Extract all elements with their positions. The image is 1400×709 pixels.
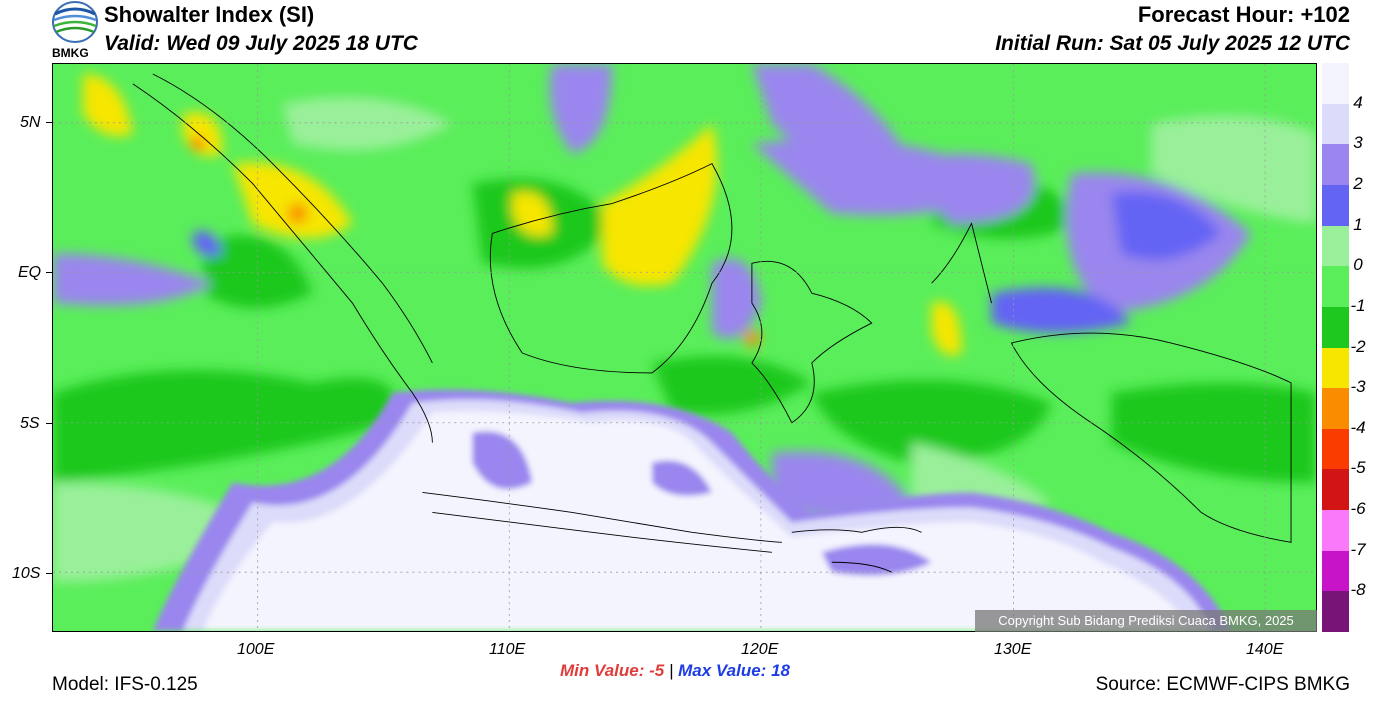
colorbar-swatch <box>1322 184 1349 227</box>
lat-label-eq: EQ <box>18 264 42 281</box>
sulawesi-coast <box>751 260 873 424</box>
colorbar-label: 4 <box>1353 92 1363 112</box>
source-label: Source: ECMWF-CIPS BMKG <box>1095 674 1350 695</box>
lat-label-5s: 5S <box>20 415 40 432</box>
colorbar-label: -3 <box>1350 377 1366 397</box>
colorbar-swatch <box>1322 510 1349 552</box>
grid-lines <box>53 64 1316 631</box>
colorbar-label: 1 <box>1353 214 1363 234</box>
valid-time: Valid: Wed 09 July 2025 18 UTC <box>104 32 418 55</box>
java-coast <box>422 492 782 543</box>
initial-run: Initial Run: Sat 05 July 2025 12 UTC <box>995 32 1350 55</box>
lat-tick <box>46 122 52 123</box>
colorbar-swatch <box>1322 144 1349 186</box>
bmkg-logo-icon <box>52 1 98 43</box>
lon-label-100e: 100E <box>237 641 275 658</box>
colorbar-swatch <box>1322 428 1349 470</box>
borneo-coast <box>489 163 733 374</box>
colorbar-swatch <box>1322 469 1349 511</box>
papua-coast <box>1010 332 1292 543</box>
colorbar-label: -4 <box>1350 417 1366 437</box>
colorbar-swatch <box>1322 225 1349 267</box>
lat-label-5n: 5N <box>20 114 41 131</box>
colorbar-label: -6 <box>1350 499 1366 519</box>
colorbar-label: -5 <box>1350 458 1366 478</box>
si-field-shading <box>53 64 1316 583</box>
max-value-label: Max Value: <box>678 661 767 680</box>
colorbar-swatch <box>1322 63 1349 105</box>
sumatra-coast <box>132 83 433 443</box>
lon-label-120e: 120E <box>741 641 779 658</box>
lon-label-130e: 130E <box>994 641 1032 658</box>
chart-title: Showalter Index (SI) <box>104 2 315 27</box>
map-panel <box>52 63 1317 632</box>
colorbar-label: 3 <box>1353 133 1363 153</box>
colorbar <box>1322 63 1349 633</box>
colorbar-label: -1 <box>1350 295 1366 315</box>
colorbar-label: 0 <box>1353 255 1363 275</box>
lon-label-140e: 140E <box>1246 641 1284 658</box>
lon-label-110e: 110E <box>489 641 526 658</box>
min-value: -5 <box>649 661 665 680</box>
colorbar-label: -7 <box>1350 539 1366 559</box>
forecast-hour: Forecast Hour: +102 <box>1137 2 1350 27</box>
lat-tick <box>46 272 52 273</box>
colorbar-label: 2 <box>1353 173 1363 193</box>
max-value: 18 <box>771 661 790 680</box>
stable-region <box>152 389 1232 631</box>
min-value-label: Min Value: <box>560 661 645 680</box>
colorbar-swatch <box>1322 347 1349 389</box>
colorbar-label: -8 <box>1350 580 1366 600</box>
colorbar-swatch <box>1322 306 1349 348</box>
colorbar-swatch <box>1322 388 1349 430</box>
copyright-banner: Copyright Sub Bidang Prediksi Cuaca BMKG… <box>975 610 1317 632</box>
colorbar-label: -2 <box>1350 336 1366 356</box>
colorbar-swatch <box>1322 550 1349 592</box>
separator: | <box>668 661 674 680</box>
lat-tick <box>46 573 52 574</box>
coastlines <box>132 73 1292 573</box>
colorbar-swatch <box>1322 591 1349 633</box>
min-max-values: Min Value: -5 | Max Value: 18 <box>560 661 790 681</box>
halmahera-coast <box>931 222 992 304</box>
logo-text: BMKG <box>52 46 89 60</box>
colorbar-swatch <box>1322 103 1349 145</box>
lat-label-10s: 10S <box>12 565 41 582</box>
lat-tick <box>46 423 52 424</box>
model-label: Model: IFS-0.125 <box>52 674 198 695</box>
colorbar-swatch <box>1322 266 1349 308</box>
